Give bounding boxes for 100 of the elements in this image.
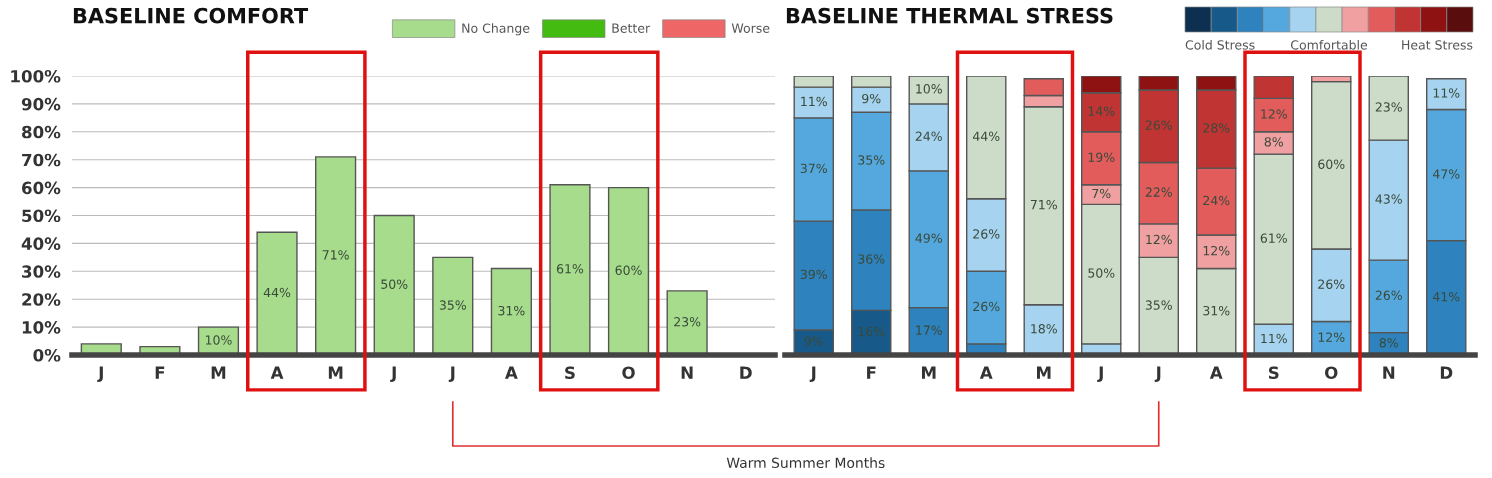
data-label: 9% <box>804 336 823 347</box>
x-tick-label: J <box>809 366 816 383</box>
data-label: 26% <box>1318 279 1345 289</box>
data-label: 35% <box>1145 300 1172 310</box>
legend-label: Better <box>612 23 651 33</box>
x-tick-label: M <box>328 366 343 379</box>
data-label: 26% <box>973 301 1000 312</box>
data-label: 26% <box>973 229 1000 239</box>
data-label: 44% <box>263 287 291 298</box>
data-label: 9% <box>862 93 881 104</box>
x-tick-label: J <box>1154 366 1161 383</box>
bar <box>607 186 650 355</box>
x-tick-label: N <box>681 366 693 379</box>
data-label: 31% <box>498 305 525 316</box>
x-tick-label: D <box>740 366 752 379</box>
x-tick-label: O <box>1325 366 1338 380</box>
data-label: 71% <box>322 250 349 260</box>
y-tick-label: 40% <box>21 237 61 250</box>
chart-title: BASELINE COMFORT <box>73 7 309 24</box>
text: Cold Stress <box>1185 39 1255 50</box>
data-label: 23% <box>674 317 701 327</box>
data-label: 49% <box>915 233 942 243</box>
y-tick-label: 60% <box>22 181 61 195</box>
y-tick-label: 50% <box>22 209 61 223</box>
x-tick-label: A <box>1209 366 1223 379</box>
data-label: 39% <box>800 269 827 280</box>
data-label: 24% <box>1203 195 1230 206</box>
y-tick-label: 70% <box>22 153 61 167</box>
x-tick-label: J <box>97 366 103 383</box>
x-tick-label: O <box>622 366 635 380</box>
legend-label: No Change <box>462 23 530 36</box>
text: Heat Stress <box>1402 40 1473 50</box>
data-label: 60% <box>1318 159 1345 169</box>
x-tick-label: S <box>1268 366 1279 380</box>
bar <box>549 184 591 355</box>
y-tick-label: 0% <box>33 348 61 362</box>
x-tick-label: J <box>448 366 455 383</box>
bar <box>373 214 415 355</box>
data-label: 36% <box>858 254 885 264</box>
x-tick-label: N <box>1383 366 1395 379</box>
x-tick-label: M <box>921 366 936 379</box>
data-label: 19% <box>1088 152 1115 162</box>
data-label: 11% <box>1433 88 1460 98</box>
x-tick-label: A <box>270 366 284 379</box>
data-label: 47% <box>1432 169 1460 179</box>
data-label: 50% <box>381 279 408 289</box>
y-tick-label: 100% <box>11 69 61 83</box>
data-label: 8% <box>1264 137 1283 147</box>
data-label: 41% <box>1432 291 1460 302</box>
data-label: 18% <box>1031 324 1057 334</box>
x-tick-label: J <box>1097 366 1103 383</box>
data-label: 71% <box>1030 199 1057 210</box>
data-label: 11% <box>801 96 827 107</box>
x-tick-label: M <box>1036 366 1051 379</box>
data-label: 7% <box>1092 188 1111 199</box>
data-label: 60% <box>615 265 642 275</box>
data-label: 14% <box>1088 106 1115 116</box>
data-label: 43% <box>1375 194 1402 204</box>
x-tick-label: J <box>390 366 396 383</box>
data-label: 31% <box>1203 305 1230 316</box>
data-label: 16% <box>858 326 885 337</box>
x-tick-label: F <box>155 366 165 379</box>
text: Warm Summer Months <box>726 457 885 469</box>
data-label: 23% <box>1375 102 1402 112</box>
text: Comfortable <box>1291 39 1368 50</box>
x-tick-label: F <box>867 366 876 379</box>
data-label: 17% <box>916 325 942 335</box>
x-tick-label: D <box>1440 366 1453 379</box>
data-label: 12% <box>1318 332 1345 342</box>
data-label: 12% <box>1146 234 1172 245</box>
y-tick-label: 20% <box>22 293 61 306</box>
data-label: 10% <box>205 335 232 345</box>
data-label: 37% <box>800 163 827 174</box>
y-tick-label: 30% <box>22 265 61 278</box>
data-label: 26% <box>1375 290 1402 301</box>
legend-label: Worse <box>731 23 770 33</box>
y-tick-label: 10% <box>22 321 61 334</box>
data-label: 24% <box>915 131 942 142</box>
data-label: 8% <box>1379 338 1398 348</box>
y-tick-label: 80% <box>22 125 61 139</box>
chart-title: BASELINE THERMAL STRESS <box>786 7 1113 24</box>
data-label: 50% <box>1088 268 1115 278</box>
data-label: 26% <box>1145 120 1172 130</box>
bar <box>256 231 298 355</box>
x-tick-label: A <box>505 366 518 379</box>
data-label: 61% <box>556 264 584 274</box>
data-label: 10% <box>916 84 942 94</box>
x-tick-label: M <box>211 366 226 379</box>
data-label: 12% <box>1261 109 1287 119</box>
bar <box>315 156 357 355</box>
x-tick-label: A <box>979 366 993 379</box>
data-label: 35% <box>858 155 885 165</box>
data-label: 22% <box>1145 187 1172 197</box>
data-label: 28% <box>1203 123 1230 133</box>
data-label: 12% <box>1203 245 1230 256</box>
y-tick-label: 90% <box>21 97 61 111</box>
data-label: 11% <box>1261 333 1287 344</box>
data-label: 44% <box>972 131 1000 142</box>
bar <box>432 256 474 355</box>
data-label: 35% <box>439 300 466 310</box>
